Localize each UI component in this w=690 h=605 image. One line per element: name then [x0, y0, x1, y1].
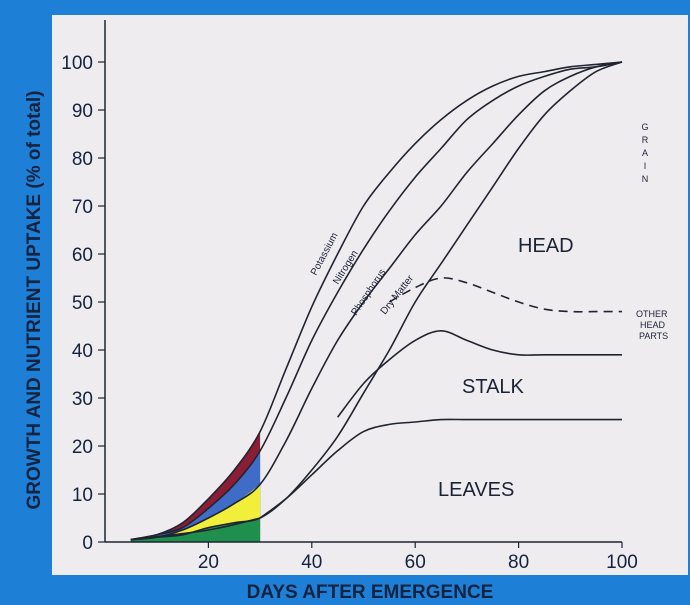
y-tick-label: 90	[72, 101, 93, 122]
curve-other-head-parts	[389, 277, 622, 313]
curve-phosphorus	[130, 61, 623, 541]
x-tick-label: 40	[301, 552, 322, 573]
x-tick-label: 20	[198, 552, 219, 573]
x-tick-label: 100	[606, 552, 638, 573]
curve-nitrogen	[130, 61, 623, 541]
other-head-parts-line-1: OTHER	[636, 309, 668, 319]
grain-letter: G	[641, 122, 648, 132]
grain-letter: R	[642, 135, 649, 145]
y-tick-label: 20	[72, 437, 93, 458]
grain-letter: I	[644, 161, 647, 171]
y-ticks: 0 10 20 30 40 50 60 70 80 90 100	[61, 53, 105, 554]
x-tick-label: 80	[508, 552, 529, 573]
y-axis-label: GROWTH AND NUTRIENT UPTAKE (% of total)	[24, 90, 45, 509]
axes	[104, 20, 622, 543]
other-head-parts-line-3: PARTS	[639, 331, 668, 341]
other-head-parts-line-2: HEAD	[640, 320, 666, 330]
y-tick-label: 10	[72, 485, 93, 506]
region-label-head: HEAD	[518, 235, 574, 257]
x-tick-label: 60	[405, 552, 426, 573]
curve-potassium	[130, 61, 623, 541]
region-label-stalk: STALK	[462, 376, 525, 398]
y-tick-label: 50	[72, 293, 93, 314]
curve-leaves-start	[130, 517, 261, 541]
x-axis-label: DAYS AFTER EMERGENCE	[247, 582, 494, 603]
y-tick-label: 0	[82, 533, 93, 554]
curve-leaves	[259, 418, 622, 519]
curve-dry-matter	[130, 61, 623, 541]
y-tick-label: 80	[72, 149, 93, 170]
curve-stalk	[336, 329, 622, 418]
grain-letter: N	[642, 174, 649, 184]
x-ticks: 20 40 60 80 100	[198, 542, 638, 573]
grain-letter: A	[642, 148, 648, 158]
y-tick-label: 70	[72, 197, 93, 218]
y-tick-label: 40	[72, 341, 93, 362]
plot-background	[52, 15, 688, 575]
curves	[130, 61, 623, 541]
region-label-leaves: LEAVES	[438, 479, 514, 501]
y-tick-label: 60	[72, 245, 93, 266]
y-tick-label: 100	[61, 53, 93, 74]
y-tick-label: 30	[72, 389, 93, 410]
